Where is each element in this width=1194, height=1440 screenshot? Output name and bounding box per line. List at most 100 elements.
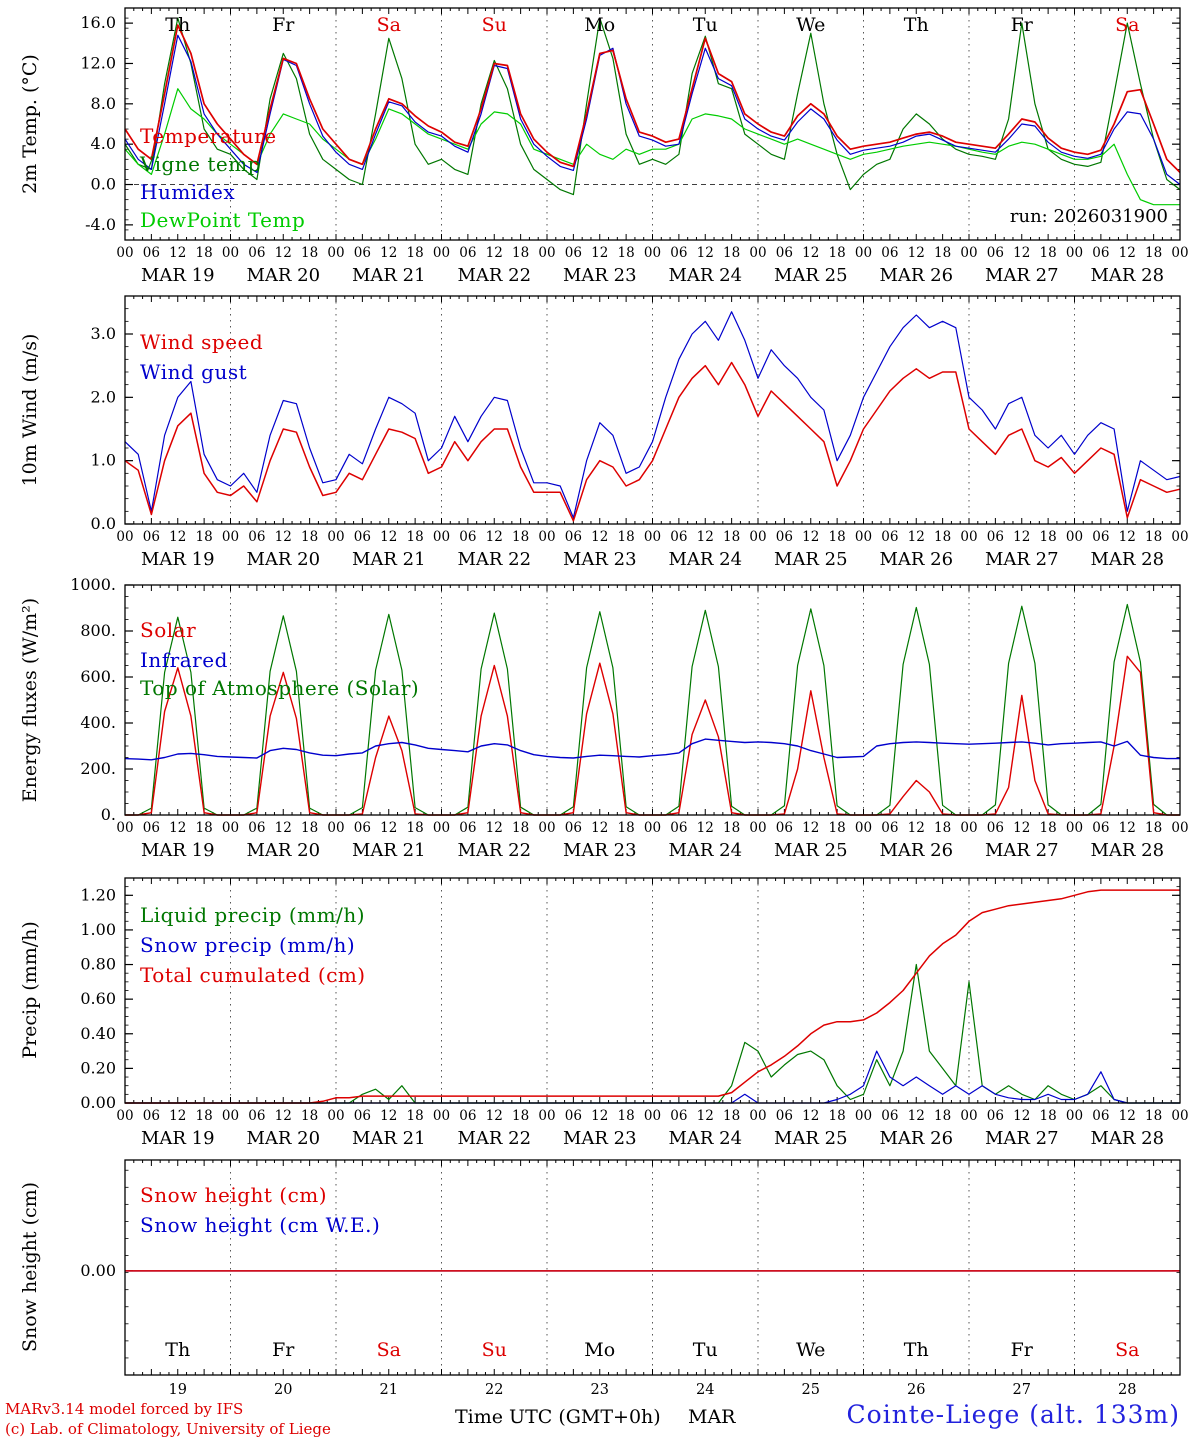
svg-text:MAR 24: MAR 24 [668, 1128, 742, 1149]
svg-text:16.0: 16.0 [80, 13, 116, 32]
svg-text:18: 18 [934, 820, 951, 836]
svg-text:MAR 28: MAR 28 [1090, 840, 1164, 861]
weekday-top-24: Tu [693, 14, 718, 36]
svg-text:06: 06 [565, 1108, 582, 1124]
svg-text:MAR 20: MAR 20 [246, 265, 320, 286]
svg-text:MAR 19: MAR 19 [141, 265, 215, 286]
svg-text:12: 12 [486, 1108, 503, 1124]
svg-text:MAR 21: MAR 21 [352, 265, 426, 286]
svg-text:12: 12 [697, 1108, 714, 1124]
svg-text:18: 18 [1040, 1108, 1057, 1124]
legend-snow-height-we: Snow height (cm W.E.) [140, 1213, 381, 1237]
svg-text:12: 12 [1119, 820, 1136, 836]
svg-text:18: 18 [618, 1108, 635, 1124]
svg-text:0.20: 0.20 [80, 1058, 116, 1077]
svg-text:0.0: 0.0 [91, 175, 116, 194]
svg-text:00: 00 [433, 820, 450, 836]
weekday-bottom-25: We [796, 1339, 825, 1361]
svg-text:12: 12 [380, 1108, 397, 1124]
panel-1: 0.0 1.0 2.0 3.0 00 06 12 18 00 06 12 18 00 06 12 18 00 06… [91, 295, 1189, 570]
svg-text:00: 00 [222, 820, 239, 836]
svg-text:00: 00 [116, 529, 133, 545]
svg-text:06: 06 [354, 245, 371, 261]
weekday-top-28: Sa [1115, 14, 1139, 36]
svg-text:18: 18 [512, 245, 529, 261]
svg-text:18: 18 [723, 245, 740, 261]
svg-text:00: 00 [222, 245, 239, 261]
svg-text:MAR 21: MAR 21 [352, 549, 426, 570]
daynum-23: 23 [591, 1382, 609, 1398]
svg-text:12: 12 [908, 1108, 925, 1124]
svg-text:12: 12 [1119, 529, 1136, 545]
svg-text:06: 06 [459, 245, 476, 261]
svg-text:1.20: 1.20 [80, 885, 116, 904]
svg-text:1.00: 1.00 [80, 920, 116, 939]
legend-humidex: Humidex [140, 180, 236, 204]
svg-text:MAR 20: MAR 20 [246, 1128, 320, 1149]
svg-text:MAR 23: MAR 23 [563, 840, 637, 861]
svg-text:8.0: 8.0 [91, 94, 116, 113]
svg-text:06: 06 [143, 529, 160, 545]
svg-text:00: 00 [433, 245, 450, 261]
series-wind-speed [124, 361, 1181, 522]
svg-text:06: 06 [987, 529, 1004, 545]
svg-text:18: 18 [1145, 1108, 1162, 1124]
weekday-top-27: Fr [1011, 14, 1034, 36]
svg-text:00: 00 [327, 245, 344, 261]
weekday-top-26: Th [904, 14, 929, 36]
svg-text:00: 00 [960, 820, 977, 836]
svg-text:18: 18 [407, 820, 424, 836]
weekday-top-23: Mo [584, 14, 615, 36]
svg-text:0.60: 0.60 [80, 989, 116, 1008]
svg-text:18: 18 [829, 820, 846, 836]
svg-text:00: 00 [855, 820, 872, 836]
svg-text:600.: 600. [80, 667, 116, 686]
svg-text:06: 06 [881, 245, 898, 261]
svg-text:06: 06 [354, 1108, 371, 1124]
svg-text:00: 00 [1066, 1108, 1083, 1124]
svg-text:18: 18 [512, 820, 529, 836]
svg-text:18: 18 [1145, 245, 1162, 261]
svg-text:00: 00 [749, 820, 766, 836]
svg-text:00: 00 [538, 245, 555, 261]
legend-total-cumulated: Total cumulated (cm) [140, 963, 366, 987]
svg-text:12: 12 [486, 529, 503, 545]
svg-text:00: 00 [644, 820, 661, 836]
svg-text:MAR 27: MAR 27 [985, 265, 1059, 286]
svg-text:00: 00 [327, 529, 344, 545]
weekday-bottom-24: Tu [693, 1339, 718, 1361]
legend-liquid-precip: Liquid precip (mm/h) [140, 903, 366, 927]
weekday-bottom-23: Mo [584, 1339, 615, 1361]
svg-text:MAR 24: MAR 24 [668, 549, 742, 570]
svg-text:MAR 26: MAR 26 [879, 549, 953, 570]
svg-text:12: 12 [275, 245, 292, 261]
svg-text:18: 18 [618, 820, 635, 836]
weekday-bottom-26: Th [904, 1339, 929, 1361]
legend-dewpoint-temp: DewPoint Temp [140, 208, 306, 232]
daynum-26: 26 [907, 1382, 925, 1398]
month-label: MAR [688, 1406, 736, 1428]
svg-text:18: 18 [1040, 820, 1057, 836]
svg-text:06: 06 [987, 1108, 1004, 1124]
svg-text:00: 00 [116, 820, 133, 836]
svg-text:800.: 800. [80, 621, 116, 640]
svg-text:18: 18 [196, 529, 213, 545]
svg-text:MAR 20: MAR 20 [246, 840, 320, 861]
series-wind-gust [124, 311, 1181, 519]
svg-text:06: 06 [670, 529, 687, 545]
svg-text:12: 12 [1013, 529, 1030, 545]
svg-text:00: 00 [1066, 245, 1083, 261]
svg-text:18: 18 [1040, 245, 1057, 261]
svg-text:12: 12 [275, 820, 292, 836]
svg-text:00: 00 [1066, 529, 1083, 545]
svg-text:200.: 200. [80, 759, 116, 778]
svg-text:18: 18 [301, 1108, 318, 1124]
svg-text:MAR 28: MAR 28 [1090, 265, 1164, 286]
svg-text:06: 06 [565, 820, 582, 836]
weekday-bottom-22: Su [482, 1339, 507, 1361]
station-name: Cointe-Liege (alt. 133m) [846, 1400, 1180, 1429]
weekday-bottom-27: Fr [1011, 1339, 1034, 1361]
svg-text:06: 06 [143, 1108, 160, 1124]
svg-text:18: 18 [301, 245, 318, 261]
y-axis-label-temp: 2m Temp. (°C) [19, 54, 41, 194]
